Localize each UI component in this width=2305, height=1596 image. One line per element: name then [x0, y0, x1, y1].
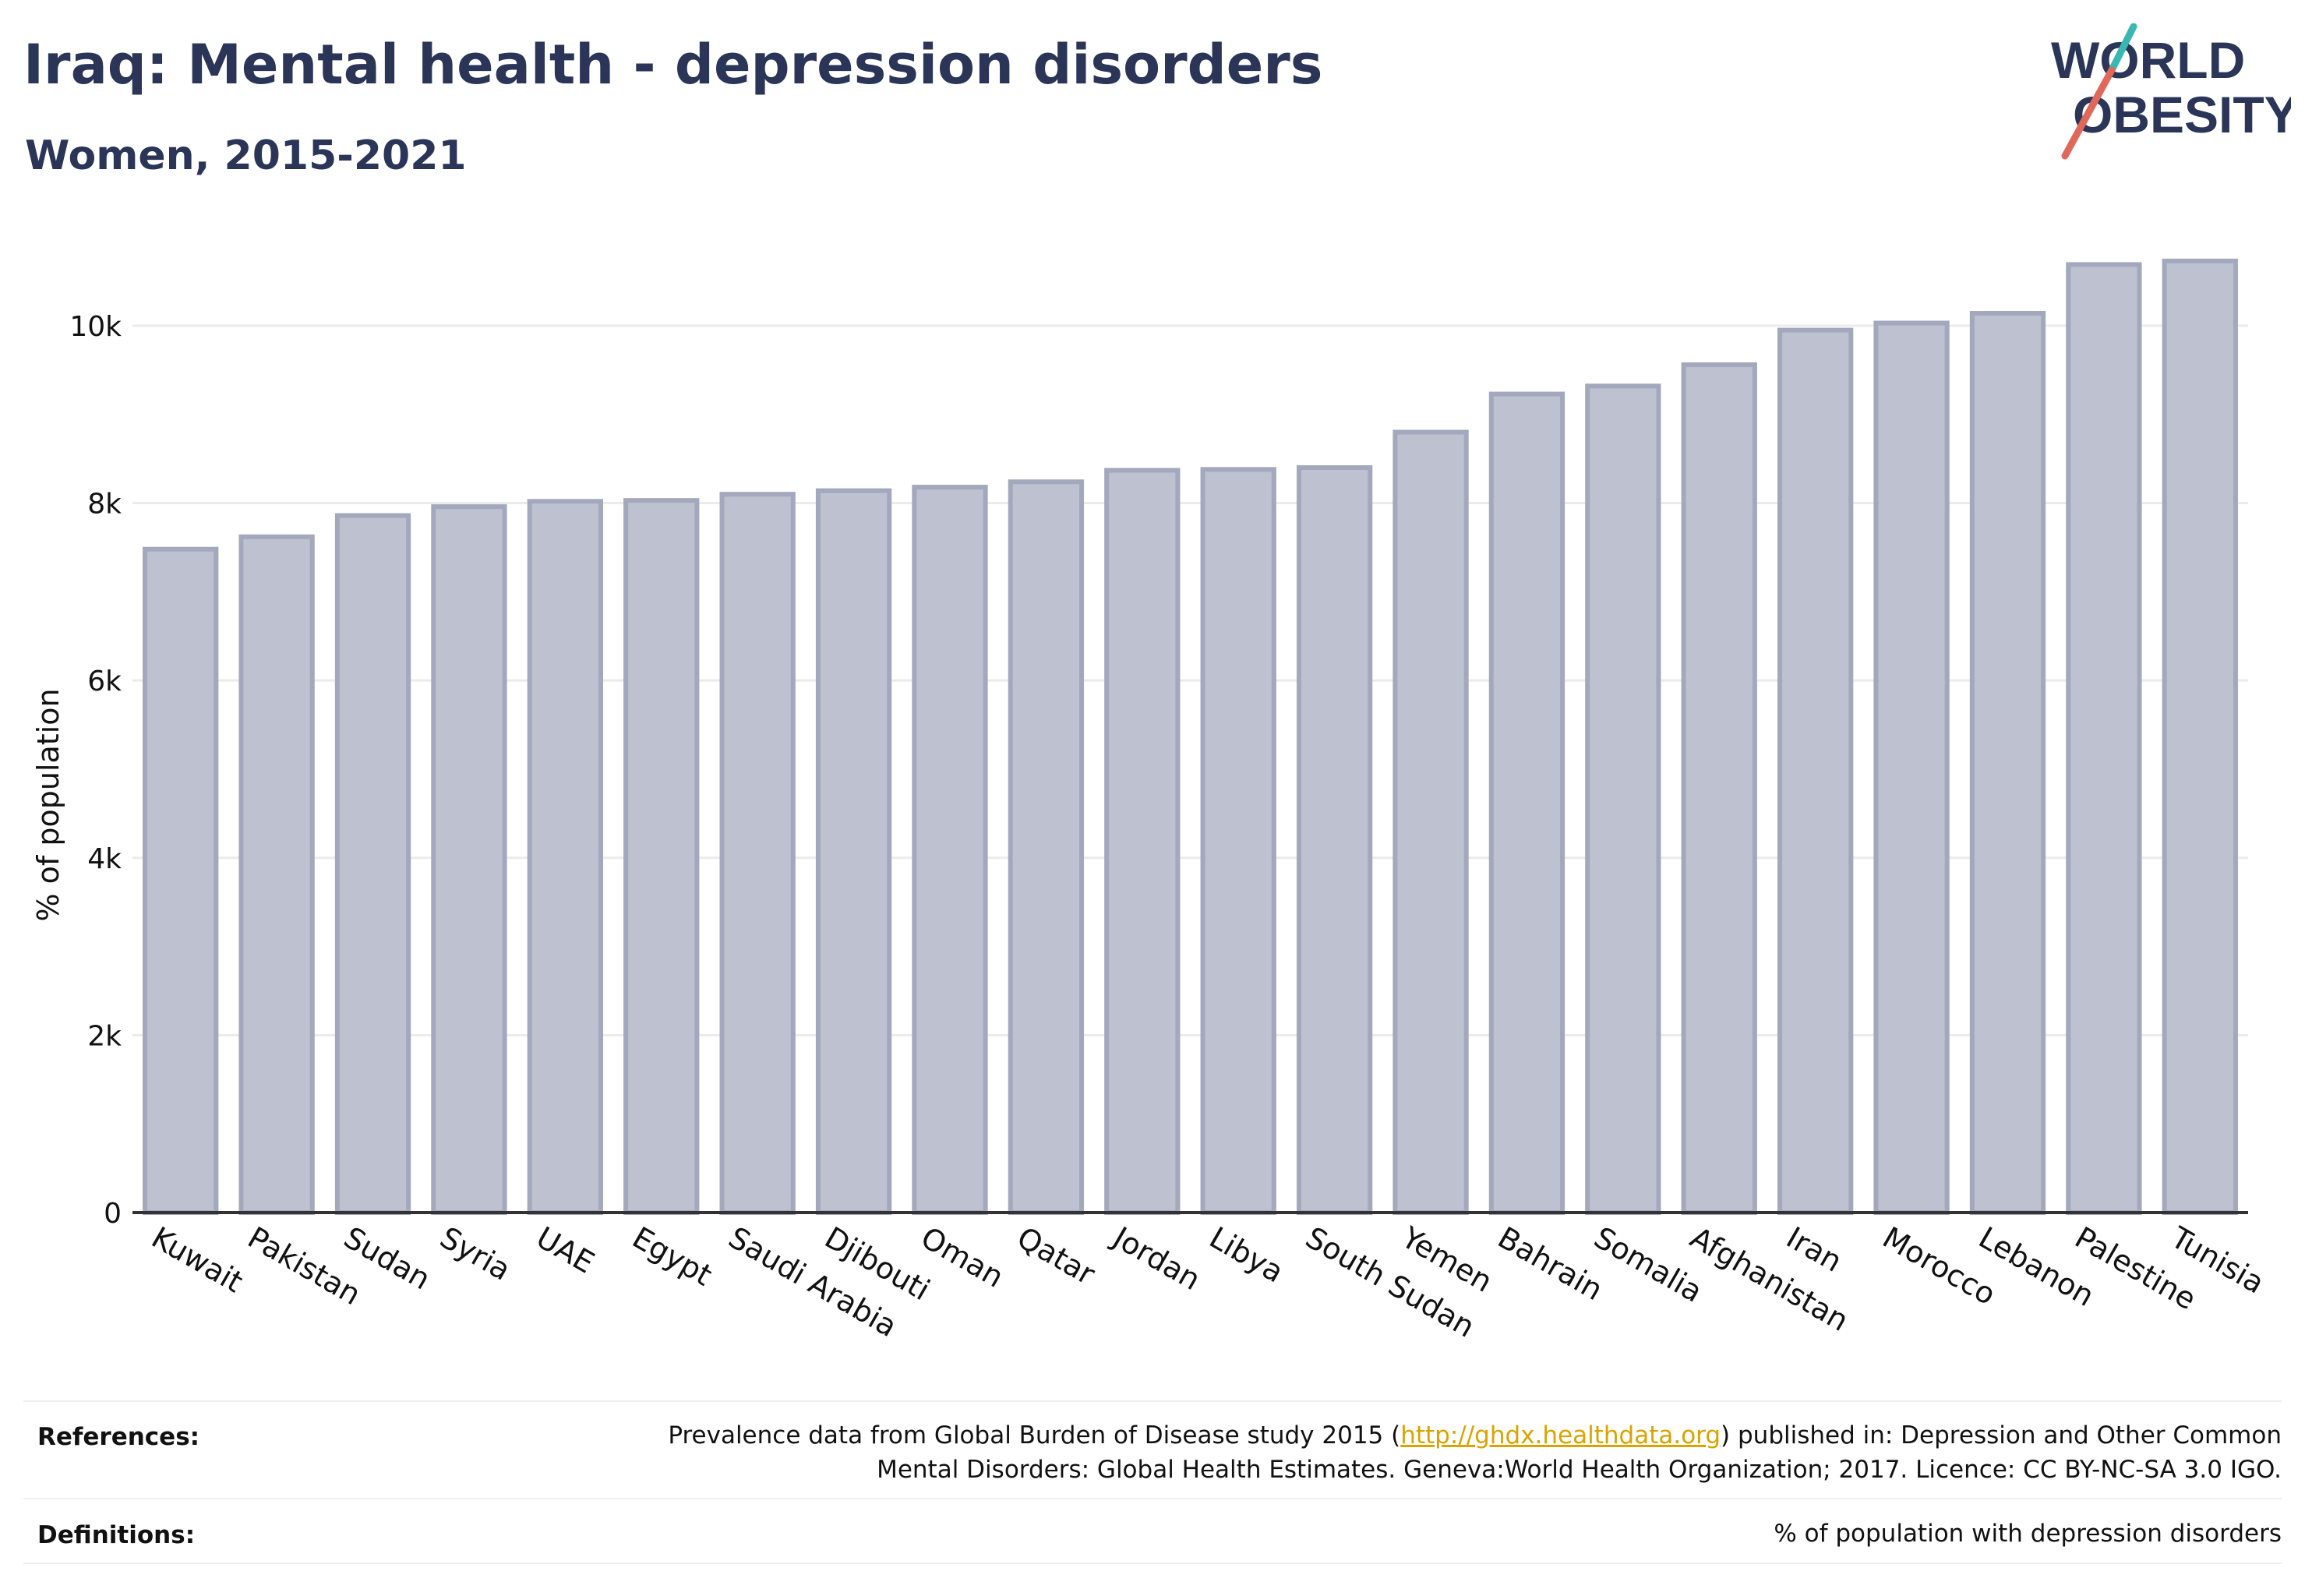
references-text-start: Prevalence data from Global Burden of Di…	[668, 1421, 1401, 1449]
chart-subtitle: Women, 2015-2021	[25, 132, 467, 179]
x-tick-label: UAE	[531, 1220, 600, 1280]
references-text-end: ) published in: Depression and Other Com…	[1721, 1421, 2282, 1449]
bar-saudi-arabia	[719, 492, 796, 1215]
bar-somalia	[1585, 383, 1661, 1216]
x-tick-label: Iran	[1781, 1220, 1848, 1279]
y-tick-label: 2k	[87, 1020, 122, 1052]
x-tick-label: Jordan	[1107, 1220, 1206, 1298]
footer-divider-middle	[23, 1498, 2282, 1499]
y-tick-label: 0	[104, 1198, 122, 1230]
logo-text-world: WORLD	[2051, 31, 2245, 89]
y-tick-label: 4k	[87, 843, 122, 875]
x-tick-label: Kuwait	[146, 1220, 249, 1300]
x-tick-label: Libya	[1204, 1220, 1290, 1290]
logo-slash-red	[2061, 66, 2116, 160]
x-tick-label: Qatar	[1011, 1220, 1101, 1292]
bar-bahrain	[1488, 391, 1565, 1215]
x-tick-label: Somalia	[1588, 1220, 1708, 1309]
references-text-line2: Mental Disorders: Global Health Estimate…	[877, 1456, 2282, 1484]
bar-uae	[527, 499, 604, 1215]
bar-djibouti	[815, 488, 892, 1215]
y-tick-label: 10k	[69, 311, 122, 343]
logo-text-obesity: OBESITY	[2073, 86, 2291, 143]
footer-divider-bottom	[23, 1562, 2282, 1564]
bar-south-sudan	[1296, 465, 1373, 1215]
world-obesity-logo: WORLD OBESITY	[2051, 23, 2291, 160]
x-tick-label: Syria	[434, 1220, 516, 1287]
bar-lebanon	[1969, 311, 2046, 1215]
y-tick-label: 8k	[87, 489, 122, 521]
references-text: Prevalence data from Global Burden of Di…	[668, 1418, 2282, 1487]
bar-oman	[912, 485, 988, 1215]
bar-jordan	[1104, 468, 1181, 1215]
chart-title: Iraq: Mental health - depression disorde…	[23, 33, 1323, 97]
bar-kuwait	[143, 546, 219, 1215]
bar-iran	[1777, 327, 1854, 1215]
bar-yemen	[1393, 429, 1469, 1215]
footer-divider-top	[23, 1400, 2282, 1402]
bar-afghanistan	[1681, 362, 1757, 1215]
y-axis-ticks: 0 2k 4k 6k 8k 10k	[69, 311, 122, 1230]
logo-slash-teal	[2108, 23, 2137, 74]
bar-pakistan	[238, 534, 315, 1215]
bar-syria	[431, 504, 507, 1215]
y-tick-label: 6k	[87, 666, 122, 697]
bar-libya	[1200, 467, 1276, 1215]
x-tick-label: Egypt	[627, 1220, 718, 1293]
bar-qatar	[1008, 479, 1085, 1215]
references-label: References:	[37, 1423, 200, 1451]
bar-palestine	[2066, 262, 2142, 1215]
definitions-text: % of population with depression disorder…	[1774, 1520, 2282, 1548]
bars	[143, 258, 2238, 1216]
definitions-label: Definitions:	[37, 1521, 196, 1549]
y-axis-label: % of population	[31, 688, 65, 921]
bar-sudan	[334, 513, 411, 1215]
x-tick-label: Bahrain	[1492, 1220, 1608, 1308]
bar-morocco	[1873, 320, 1950, 1216]
bar-tunisia	[2162, 258, 2238, 1215]
bar-egypt	[623, 498, 700, 1215]
references-link[interactable]: http://ghdx.healthdata.org	[1400, 1421, 1721, 1449]
